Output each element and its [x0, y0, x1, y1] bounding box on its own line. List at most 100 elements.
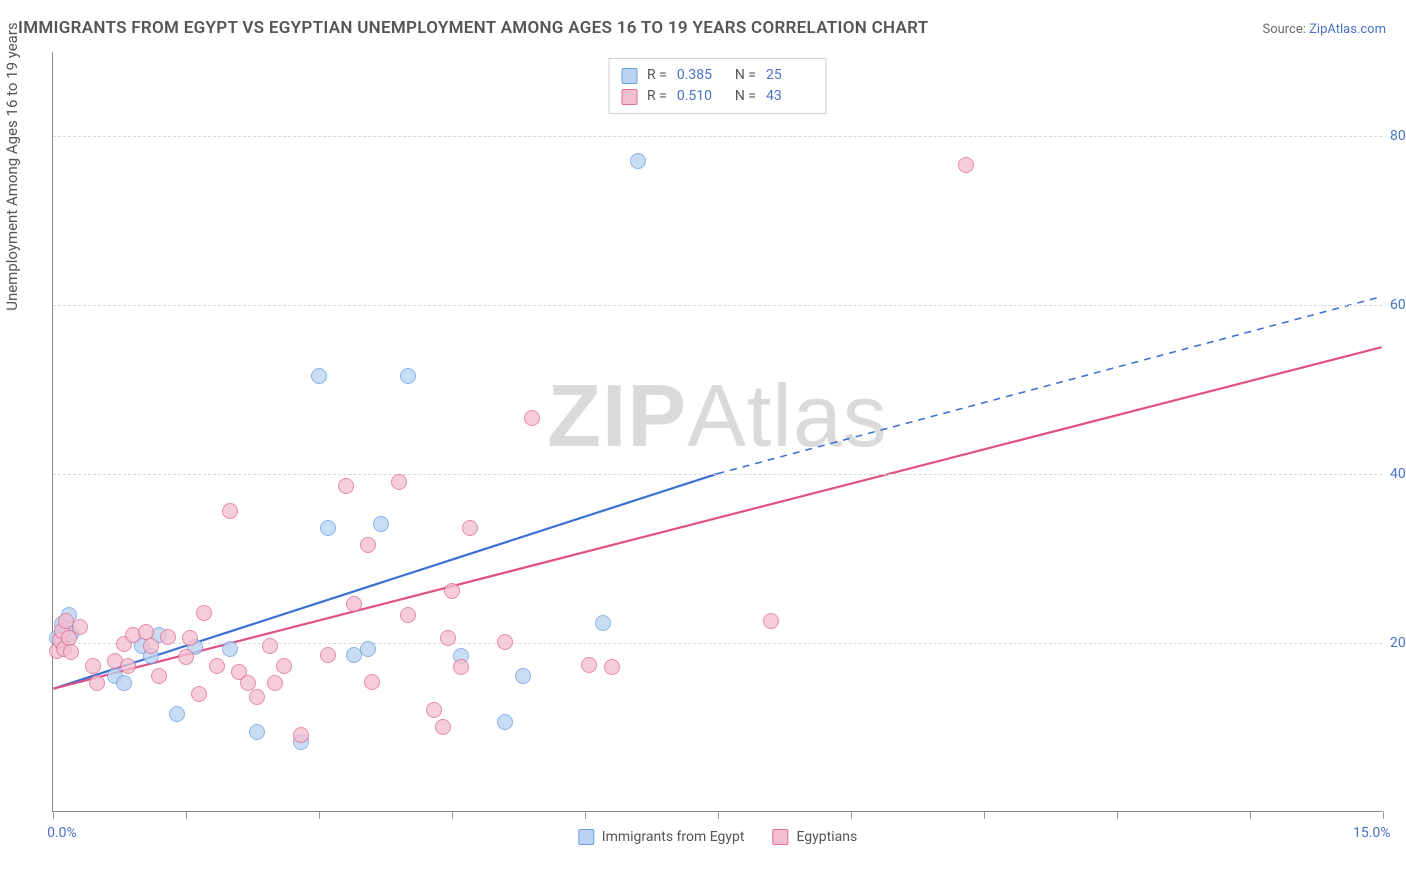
data-point [240, 675, 256, 691]
data-point [360, 641, 376, 657]
legend-swatch [621, 68, 637, 84]
x-tick-label: 0.0% [47, 825, 77, 841]
data-point [63, 644, 79, 660]
grid-line [53, 643, 1382, 644]
data-point [89, 675, 105, 691]
data-point [320, 647, 336, 663]
data-point [497, 714, 513, 730]
data-point [391, 474, 407, 490]
data-point [453, 659, 469, 675]
watermark: ZIPAtlas [547, 365, 888, 467]
data-point [191, 686, 207, 702]
r-value: 0.510 [677, 86, 725, 107]
data-point [462, 520, 478, 536]
correlation-legend: R = 0.385 N = 25 R = 0.510 N = 43 [608, 58, 827, 114]
trend-line-extrapolated [718, 297, 1382, 474]
data-point [169, 706, 185, 722]
watermark-rest: Atlas [687, 366, 888, 465]
data-point [311, 368, 327, 384]
data-point [151, 668, 167, 684]
x-tick [984, 811, 985, 819]
data-point [249, 724, 265, 740]
data-point [293, 727, 309, 743]
n-value: 25 [766, 65, 814, 86]
plot-area: ZIPAtlas R =0.385N =25R =0.510N =43 Immi… [52, 52, 1382, 812]
data-point [182, 630, 198, 646]
data-point [435, 719, 451, 735]
legend-label: Egyptians [796, 829, 857, 845]
y-tick-label: 20.0% [1390, 635, 1406, 651]
data-point [160, 629, 176, 645]
data-point [360, 537, 376, 553]
data-point [116, 675, 132, 691]
r-label: R = [647, 86, 667, 107]
data-point [249, 689, 265, 705]
data-point [364, 674, 380, 690]
x-tick [53, 811, 54, 819]
data-point [524, 410, 540, 426]
data-point [262, 638, 278, 654]
data-point [346, 596, 362, 612]
data-point [497, 634, 513, 650]
data-point [72, 619, 88, 635]
r-label: R = [647, 65, 667, 86]
r-value: 0.385 [677, 65, 725, 86]
x-tick [319, 811, 320, 819]
x-tick-label: 15.0% [1353, 825, 1391, 841]
data-point [143, 638, 159, 654]
data-point [763, 613, 779, 629]
data-point [604, 659, 620, 675]
data-point [595, 615, 611, 631]
y-tick-label: 80.0% [1390, 128, 1406, 144]
legend-swatch [578, 829, 594, 845]
x-tick [1117, 811, 1118, 819]
data-point [440, 630, 456, 646]
data-point [267, 675, 283, 691]
legend-swatch [621, 89, 637, 105]
data-point [209, 658, 225, 674]
legend-stat-row: R = 0.510 N = 43 [621, 86, 814, 107]
data-point [120, 658, 136, 674]
grid-line [53, 474, 1382, 475]
n-label: N = [735, 65, 756, 86]
grid-line [53, 305, 1382, 306]
series-legend: Immigrants from Egypt Egyptians [578, 829, 857, 845]
data-point [338, 478, 354, 494]
data-point [444, 583, 460, 599]
data-point [400, 368, 416, 384]
legend-stat-row: R = 0.385 N = 25 [621, 65, 814, 86]
x-tick [1250, 811, 1251, 819]
legend-label: Immigrants from Egypt [602, 829, 745, 845]
n-label: N = [735, 86, 756, 107]
n-value: 43 [766, 86, 814, 107]
data-point [630, 153, 646, 169]
data-point [958, 157, 974, 173]
legend-item: Egyptians [772, 829, 857, 845]
data-point [400, 607, 416, 623]
watermark-bold: ZIP [547, 366, 687, 465]
x-tick [851, 811, 852, 819]
grid-line [53, 136, 1382, 137]
x-tick [718, 811, 719, 819]
y-axis-label: Unemployment Among Ages 16 to 19 years [3, 22, 21, 310]
legend-swatch [772, 829, 788, 845]
source-link[interactable]: ZipAtlas.com [1309, 22, 1386, 37]
x-tick [1383, 811, 1384, 819]
data-point [426, 702, 442, 718]
trend-line [53, 347, 1381, 689]
data-point [222, 503, 238, 519]
data-point [85, 658, 101, 674]
data-point [515, 668, 531, 684]
data-point [196, 605, 212, 621]
x-tick [585, 811, 586, 819]
x-tick [186, 811, 187, 819]
legend-item: Immigrants from Egypt [578, 829, 745, 845]
y-tick-label: 40.0% [1390, 466, 1406, 482]
data-point [222, 641, 238, 657]
source-attribution: Source: ZipAtlas.com [1262, 22, 1386, 37]
source-prefix: Source: [1262, 22, 1309, 37]
data-point [581, 657, 597, 673]
data-point [178, 649, 194, 665]
y-tick-label: 60.0% [1390, 297, 1406, 313]
data-point [320, 520, 336, 536]
